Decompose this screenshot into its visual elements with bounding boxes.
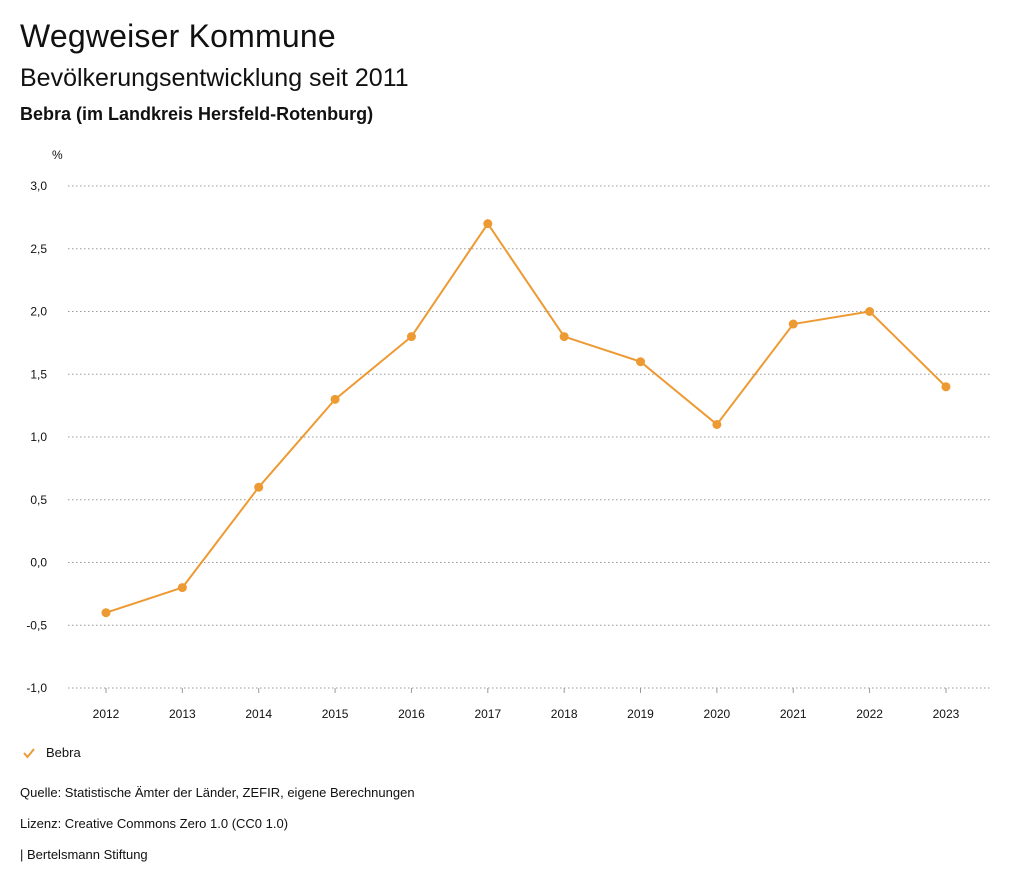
data-point[interactable]: [712, 419, 722, 429]
y-axis-unit-label: %: [52, 148, 63, 162]
x-tick-label: 2019: [627, 707, 654, 721]
x-tick-label: 2016: [398, 707, 425, 721]
x-tick-label: 2021: [780, 707, 807, 721]
y-tick-label: 1,5: [30, 367, 47, 381]
series-group: [101, 219, 951, 618]
x-tick-label: 2017: [474, 707, 501, 721]
data-point[interactable]: [865, 307, 875, 316]
publisher-note: | Bertelsmann Stiftung: [20, 847, 148, 862]
x-tick-label: 2015: [322, 707, 349, 721]
region-label: Bebra (im Landkreis Hersfeld-Rotenburg): [20, 104, 374, 124]
y-tick-label: 0,0: [30, 556, 47, 570]
legend[interactable]: Bebra: [22, 745, 81, 760]
data-point[interactable]: [788, 319, 798, 329]
line-chart: % -1,0 -0,5 0,0 0,5 1,0 1,5 2,0 2,5 3,0 2012 2013…: [26, 148, 990, 721]
y-tick-label: 2,0: [30, 305, 47, 319]
source-note: Quelle: Statistische Ämter der Länder, Z…: [20, 785, 415, 800]
legend-label-bebra: Bebra: [46, 745, 81, 760]
y-tick-label: 1,0: [30, 430, 47, 444]
license-note: Lizenz: Creative Commons Zero 1.0 (CC0 1…: [20, 816, 289, 831]
y-tick-label: 3,0: [30, 179, 47, 193]
x-tick-label: 2012: [93, 707, 120, 721]
y-tick-labels: -1,0 -0,5 0,0 0,5 1,0 1,5 2,0 2,5 3,0: [26, 179, 47, 695]
data-point[interactable]: [330, 394, 340, 404]
page-title: Wegweiser Kommune: [20, 18, 336, 54]
x-tick-label: 2018: [551, 707, 578, 721]
y-tick-label: 0,5: [30, 493, 47, 507]
x-tick-labels: 2012 2013 2014 2015 2016 2017 2018 2019 2020 2021…: [93, 688, 960, 721]
data-point[interactable]: [559, 332, 569, 342]
x-tick-label: 2020: [704, 707, 731, 721]
y-tick-label: -0,5: [26, 618, 47, 632]
data-point[interactable]: [177, 583, 187, 593]
data-point[interactable]: [406, 332, 416, 342]
y-tick-label: -1,0: [26, 681, 47, 695]
data-point[interactable]: [254, 482, 264, 492]
data-point[interactable]: [101, 608, 111, 618]
series-line-bebra: [105, 222, 947, 614]
x-tick-label: 2013: [169, 707, 196, 721]
data-point[interactable]: [941, 382, 951, 392]
y-tick-label: 2,5: [30, 242, 47, 256]
data-point[interactable]: [483, 219, 493, 229]
data-point[interactable]: [636, 357, 646, 367]
legend-check-icon: [23, 747, 35, 759]
x-tick-label: 2022: [856, 707, 883, 721]
grid-lines: [68, 185, 990, 689]
chart-subtitle: Bevölkerungsentwicklung seit 2011: [20, 64, 409, 92]
x-tick-label: 2014: [245, 707, 272, 721]
x-tick-label: 2023: [933, 707, 960, 721]
